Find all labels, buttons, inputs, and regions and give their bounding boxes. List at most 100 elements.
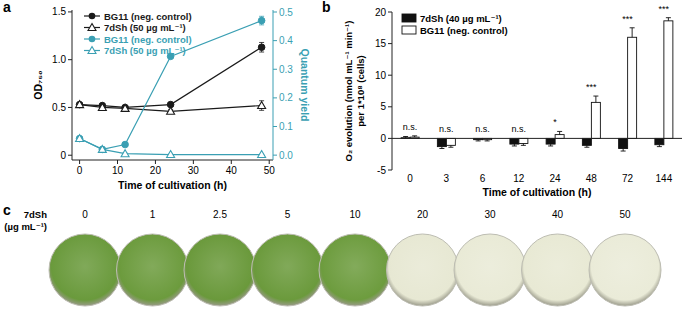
legend-swatch: [402, 14, 416, 22]
panel-b: b-50510152003612244872144Time of cultiva…: [322, 0, 682, 198]
legend: 7dSh (40 µg mL⁻¹)BG11 (neg. control): [402, 13, 508, 36]
y2-tick-label: 0.1: [279, 121, 293, 132]
well-label: 2.5: [213, 209, 227, 220]
x-tick-label: 3: [444, 173, 450, 184]
y2-tick: [273, 126, 277, 127]
significance-label: n.s.: [475, 124, 490, 134]
y-tick: [68, 155, 72, 156]
y-tick-label: 1.0: [52, 54, 66, 65]
bar: [628, 37, 637, 138]
x-tick-label: 24: [550, 173, 562, 184]
error-bar: [548, 144, 553, 146]
y2-tick: [273, 155, 277, 156]
y2-axis: [273, 10, 274, 160]
legend-label: BG11 (neg. control): [104, 34, 192, 45]
well-label: 40: [552, 209, 564, 220]
x-tick-label: 0: [407, 173, 413, 184]
well-label: 0: [82, 209, 88, 220]
panel-c: c7dSh(µg mL⁻¹)012.551020304050: [3, 202, 661, 306]
error-bar: [259, 16, 264, 25]
error-bar: [439, 147, 444, 149]
error-bar: [557, 131, 562, 134]
figure: a0102030405000.51.01.50.00.10.20.30.40.5…: [0, 0, 685, 311]
y2-tick: [273, 40, 277, 41]
well-label: 5: [285, 209, 291, 220]
x-tick: [231, 160, 232, 164]
error-bar: [621, 149, 626, 152]
x-tick-label: 30: [188, 165, 200, 176]
well-label: 1: [150, 209, 156, 220]
x-tick: [155, 160, 156, 164]
y2-tick-label: 0.0: [279, 150, 293, 161]
well: [49, 234, 121, 306]
error-bar: [521, 143, 526, 145]
bar: [437, 138, 446, 146]
y-tick-label: 0.5: [52, 102, 66, 113]
legend-label: BG11 (neg. control): [104, 11, 192, 22]
y-tick: [388, 12, 392, 13]
error-bar: [657, 145, 662, 147]
significance-label: ***: [586, 82, 597, 92]
x-tick-label: 40: [226, 165, 238, 176]
marker: [76, 101, 84, 108]
y2-tick: [273, 69, 277, 70]
well-label: 50: [619, 209, 631, 220]
panel-label: b: [322, 0, 331, 15]
y-tick: [68, 11, 72, 12]
y-tick: [388, 43, 392, 44]
marker: [258, 44, 265, 51]
y-tick: [388, 75, 392, 76]
well-title: (µg mL⁻¹): [4, 221, 47, 232]
bar: [582, 138, 591, 145]
bar: [591, 102, 600, 138]
y-tick-label: -5: [377, 165, 386, 176]
y-tick-label: 0: [60, 150, 66, 161]
zero-line: [392, 138, 682, 139]
error-bar: [584, 145, 589, 147]
bar: [510, 138, 519, 144]
x-tick-label: 20: [150, 165, 162, 176]
legend-label: 7dSh (50 µg mL⁻¹): [104, 45, 186, 56]
legend-marker: [89, 13, 96, 20]
well: [589, 234, 661, 306]
marker: [76, 101, 83, 108]
marker: [122, 104, 129, 111]
error-bar: [485, 140, 490, 141]
significance-label: n.s.: [439, 124, 454, 134]
y-tick: [388, 106, 392, 107]
x-tick-label: 10: [112, 165, 124, 176]
bar: [546, 138, 555, 144]
significance-label: *: [553, 117, 557, 127]
y-axis: [72, 10, 73, 160]
panel-label: a: [3, 0, 11, 15]
x-tick: [193, 160, 194, 164]
marker: [99, 146, 106, 153]
significance-label: n.s.: [512, 124, 527, 134]
x-tick: [269, 160, 270, 164]
marker: [258, 151, 266, 158]
panel-label: c: [3, 202, 11, 218]
legend-swatch: [402, 26, 416, 34]
y2-tick-label: 0.4: [279, 35, 293, 46]
y2-tick-label: 0.3: [279, 64, 293, 75]
y-axis-label: per 1*10⁸ (cells): [355, 55, 366, 127]
series-line: [80, 47, 262, 107]
bar: [519, 138, 528, 143]
error-bar: [448, 145, 453, 147]
x-tick-label: 72: [622, 173, 634, 184]
y-axis: [392, 12, 393, 170]
y2-tick-label: 0.2: [279, 92, 293, 103]
x-tick: [79, 160, 80, 164]
x-tick-label: 0: [77, 165, 83, 176]
marker: [167, 151, 175, 158]
y-tick: [68, 59, 72, 60]
y-tick-label: 15: [375, 38, 387, 49]
marker: [98, 103, 106, 110]
significance-label: ***: [659, 4, 670, 14]
series-line: [80, 21, 262, 150]
error-bar: [476, 140, 481, 141]
well: [252, 234, 324, 306]
y-tick: [388, 170, 392, 171]
y-tick-label: 10: [375, 70, 387, 81]
y-axis-label: OD₇₅₀: [32, 70, 44, 100]
